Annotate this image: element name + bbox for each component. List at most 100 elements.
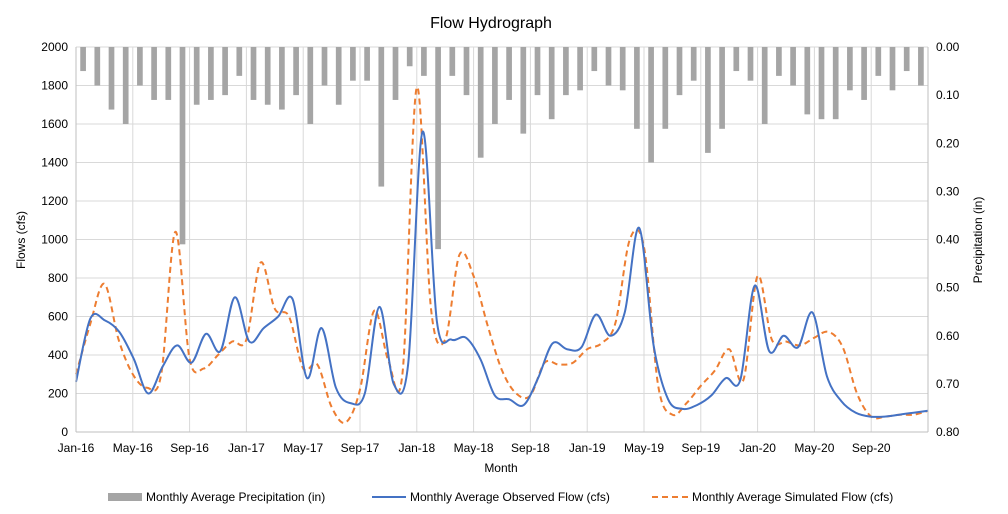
legend-swatch-precipitation	[108, 493, 142, 501]
right-tick-label: 0.80	[936, 425, 960, 439]
right-tick-label: 0.10	[936, 88, 960, 102]
right-tick-label: 0.60	[936, 329, 960, 343]
precipitation-bar	[761, 47, 768, 124]
precipitation-bar	[534, 47, 541, 96]
precipitation-bar	[477, 47, 484, 158]
precipitation-bar	[293, 47, 299, 96]
observed-flow-line	[75, 130, 929, 418]
precipitation-bar	[165, 47, 172, 100]
left-tick-label: 1400	[41, 156, 68, 170]
chart-title: Flow Hydrograph	[430, 15, 552, 32]
legend-label-precipitation: Monthly Average Precipitation (in)	[146, 490, 325, 504]
x-tick-label: Jan-18	[398, 441, 435, 455]
precipitation-bar	[875, 47, 882, 76]
precipitation-bar	[236, 47, 243, 76]
precipitation-bar	[605, 47, 612, 86]
precipitation-bar	[563, 47, 569, 96]
precipitation-bar	[648, 47, 654, 163]
precipitation-bar	[279, 47, 285, 110]
left-tick-label: 800	[48, 271, 68, 285]
precipitation-bar	[94, 47, 101, 86]
precipitation-bar	[80, 47, 86, 72]
left-tick-label: 1000	[41, 233, 68, 247]
precipitation-bar	[818, 47, 825, 120]
x-tick-label: Jan-19	[569, 441, 606, 455]
left-tick-label: 200	[48, 387, 68, 401]
x-tick-label: Sep-16	[170, 441, 209, 455]
simulated-flow-line	[75, 86, 929, 424]
precipitation-bar	[591, 47, 598, 72]
precipitation-bar	[378, 47, 385, 187]
precipitation-bar	[832, 47, 839, 120]
precipitation-bar	[350, 47, 356, 81]
precipitation-bar	[634, 47, 640, 129]
precipitation-bar	[804, 47, 811, 115]
x-tick-label: Jan-16	[58, 441, 95, 455]
flow-lines	[75, 86, 929, 424]
precipitation-bar	[364, 47, 370, 81]
precipitation-bar	[449, 47, 456, 76]
precipitation-bar	[776, 47, 782, 76]
precipitation-bar	[335, 47, 342, 105]
precipitation-bar	[264, 47, 271, 105]
legend: Monthly Average Precipitation (in) Monthl…	[108, 490, 893, 504]
precipitation-bar	[676, 47, 683, 96]
x-tick-label: Jan-17	[228, 441, 265, 455]
precipitation-bar	[719, 47, 725, 129]
x-tick-label: Sep-20	[852, 441, 891, 455]
precipitation-bar	[619, 47, 626, 91]
x-tick-label: May-16	[113, 441, 153, 455]
left-tick-label: 2000	[41, 40, 68, 54]
precipitation-bar	[918, 47, 924, 86]
x-tick-label: Sep-19	[681, 441, 720, 455]
x-tick-label: May-17	[283, 441, 323, 455]
right-tick-label: 0.40	[936, 233, 960, 247]
precipitation-bar	[733, 47, 740, 72]
left-axis-title: Flows (cfs)	[14, 211, 28, 269]
precipitation-bar	[193, 47, 200, 105]
precipitation-bar	[463, 47, 470, 96]
precipitation-bar	[151, 47, 157, 100]
left-tick-label: 1800	[41, 79, 68, 93]
legend-label-simulated: Monthly Average Simulated Flow (cfs)	[692, 490, 893, 504]
x-tick-label: May-19	[624, 441, 664, 455]
precipitation-bar	[520, 47, 527, 134]
left-tick-label: 1600	[41, 117, 68, 131]
precipitation-bar	[506, 47, 512, 100]
precipitation-bar	[690, 47, 697, 81]
x-axis-title: Month	[484, 461, 517, 475]
left-tick-label: 400	[48, 348, 68, 362]
x-tick-label: Jan-20	[739, 441, 776, 455]
x-tick-label: May-18	[454, 441, 494, 455]
precipitation-bar	[861, 47, 867, 100]
precipitation-bar	[705, 47, 711, 153]
right-axis-title: Precipitation (in)	[971, 197, 985, 284]
precipitation-bar	[747, 47, 754, 81]
right-tick-label: 0.20	[936, 136, 960, 150]
right-tick-label: 0.00	[936, 40, 960, 54]
right-tick-label: 0.50	[936, 281, 960, 295]
precipitation-bar	[492, 47, 498, 124]
precipitation-bar	[577, 47, 583, 91]
precipitation-bar	[250, 47, 257, 100]
precipitation-bar	[208, 47, 214, 100]
axes: 0 200 400 600 800 1000 1200 1400 1600 1800 2000 0.0…	[41, 40, 959, 455]
precipitation-bar	[421, 47, 427, 76]
precipitation-bar	[662, 47, 669, 129]
precipitation-bar	[435, 47, 441, 250]
precipitation-bar	[392, 47, 399, 100]
gridlines	[75, 46, 929, 433]
precipitation-bar	[321, 47, 328, 86]
precipitation-bar	[548, 47, 555, 120]
right-tick-label: 0.70	[936, 377, 960, 391]
left-tick-label: 0	[61, 425, 68, 439]
legend-label-observed: Monthly Average Observed Flow (cfs)	[410, 490, 610, 504]
left-tick-label: 1200	[41, 194, 68, 208]
x-tick-label: Sep-17	[341, 441, 380, 455]
precipitation-bar	[137, 47, 143, 86]
x-tick-label: Sep-18	[511, 441, 550, 455]
precipitation-bar	[847, 47, 853, 91]
precipitation-bar	[790, 47, 796, 86]
precipitation-bar	[222, 47, 228, 96]
